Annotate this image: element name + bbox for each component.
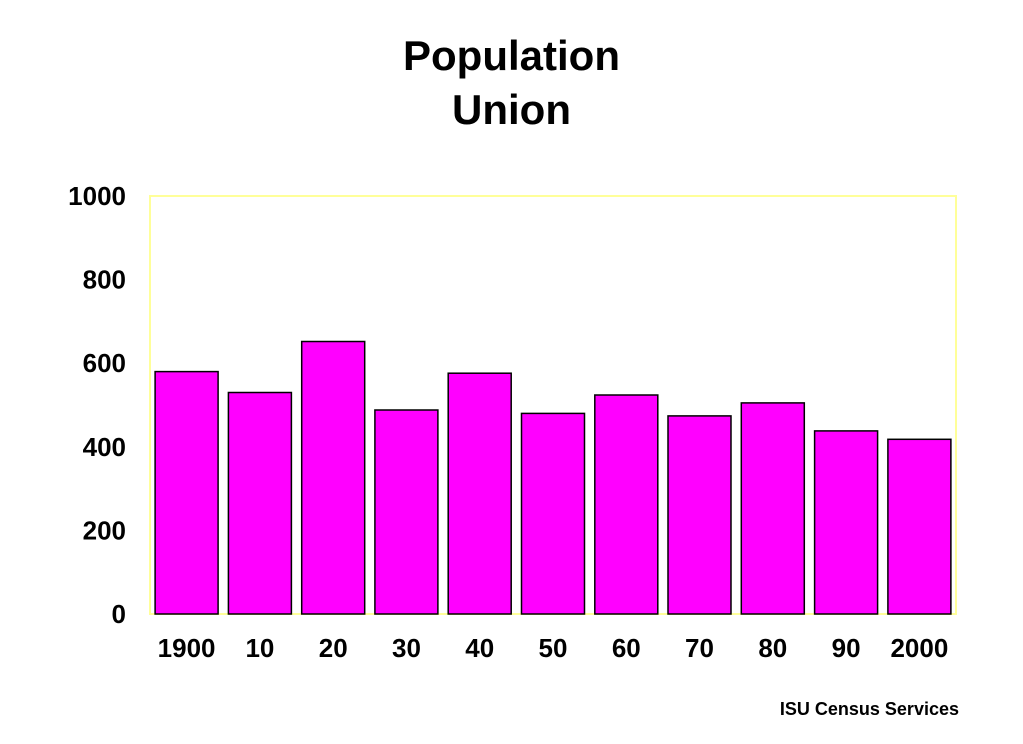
x-tick-label: 40 (465, 633, 494, 663)
x-tick-label: 90 (832, 633, 861, 663)
x-tick-label: 50 (539, 633, 568, 663)
y-axis-tick-labels: 0 200 400 600 800 1000 (68, 181, 126, 629)
bar-60 (594, 394, 659, 615)
bar-90 (813, 430, 879, 615)
bar-1900 (154, 370, 219, 615)
x-tick-label: 1900 (158, 633, 216, 663)
bar-70 (667, 415, 732, 615)
x-tick-label: 10 (245, 633, 274, 663)
x-tick-label: 20 (319, 633, 348, 663)
x-tick-label: 2000 (890, 633, 948, 663)
bars-group (154, 340, 952, 615)
x-axis-tick-labels: 1900 10 20 30 40 50 60 70 80 90 2000 (158, 633, 949, 663)
y-tick-label: 0 (112, 599, 126, 629)
source-credit: ISU Census Services (779, 699, 959, 719)
bar-10 (227, 391, 293, 615)
y-tick-label: 400 (83, 432, 126, 462)
chart-title-line-2: Union (452, 86, 571, 133)
x-tick-label: 70 (685, 633, 714, 663)
y-tick-label: 600 (83, 348, 126, 378)
x-tick-label: 80 (758, 633, 787, 663)
x-tick-label: 60 (612, 633, 641, 663)
y-tick-label: 1000 (68, 181, 126, 211)
bar-80 (740, 402, 806, 615)
chart-title-line-1: Population (403, 32, 620, 79)
bar-2000 (887, 438, 952, 615)
x-tick-label: 30 (392, 633, 421, 663)
bar-30 (374, 409, 439, 615)
bar-20 (300, 340, 366, 615)
bar-50 (520, 412, 586, 615)
y-tick-label: 200 (83, 515, 126, 545)
bar-40 (447, 372, 512, 615)
y-tick-label: 800 (83, 265, 126, 295)
